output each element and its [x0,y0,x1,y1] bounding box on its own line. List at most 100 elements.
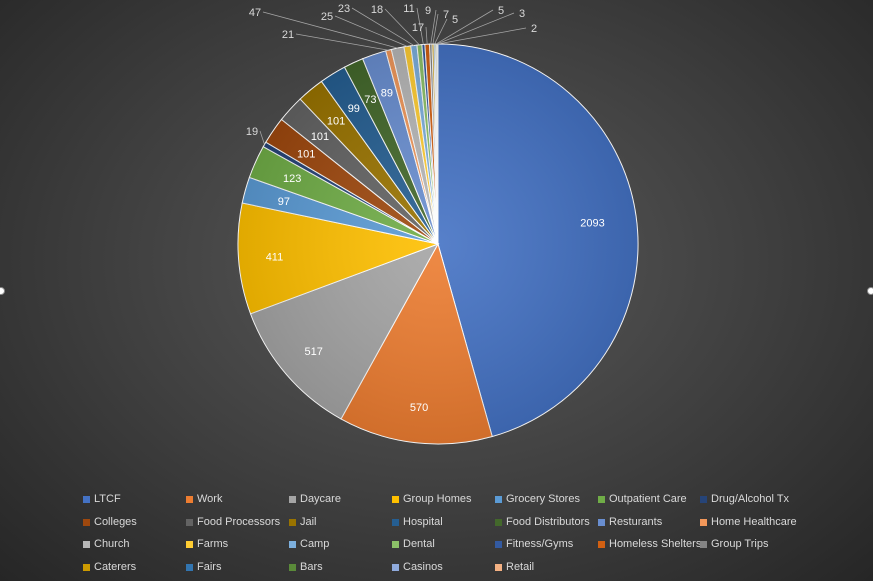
legend-swatch [289,518,296,526]
legend-label: Caterers [94,561,137,573]
legend-item-caterers[interactable]: Caterers [83,560,136,574]
legend-label: Hospital [403,516,443,528]
legend-label: Church [94,538,130,550]
legend-label: Homeless Shelters [609,538,702,550]
legend-swatch [598,540,605,548]
leader-line-homeless-shelters [425,26,428,45]
legend-swatch [83,563,90,571]
data-label-food-distributors: 73 [364,94,376,106]
data-label-fairs: 5 [452,14,458,26]
legend-swatch [495,518,502,526]
legend-item-colleges[interactable]: Colleges [83,515,137,529]
legend-item-church[interactable]: Church [83,537,129,551]
data-label-caterers: 7 [443,9,449,21]
legend-swatch [700,540,707,548]
resize-handle-right[interactable] [867,287,873,295]
legend-swatch [495,563,502,571]
leader-line-church [262,11,398,49]
legend-swatch [83,495,90,503]
leader-line-fairs [434,18,448,45]
legend-swatch [83,540,90,548]
legend-item-food-distributors[interactable]: Food Distributors [495,515,590,529]
legend-label: Outpatient Care [609,493,687,505]
legend-label: Resturants [609,516,663,528]
data-label-daycare: 517 [305,346,323,358]
legend-label: Drug/Alcohol Tx [711,493,790,505]
pie-slice-retail[interactable] [436,43,439,245]
legend-item-work[interactable]: Work [186,492,222,506]
legend-swatch [83,518,90,526]
data-label-retail: 2 [531,23,537,35]
legend-label: Camp [300,538,330,550]
legend-item-dental[interactable]: Dental [392,537,435,551]
legend-label: Home Healthcare [711,516,797,528]
legend-item-outpatient-care[interactable]: Outpatient Care [598,492,687,506]
data-label-grocery-stores: 97 [278,196,290,208]
leader-line-casinos [436,12,515,45]
data-label-jail: 101 [327,116,345,128]
legend-item-resturants[interactable]: Resturants [598,515,662,529]
legend-swatch [289,563,296,571]
legend-item-home-healthcare[interactable]: Home Healthcare [700,515,797,529]
data-label-colleges: 101 [297,148,315,160]
legend-item-bars[interactable]: Bars [289,560,323,574]
legend-label: Food Processors [197,516,281,528]
legend-label: Bars [300,561,323,573]
leader-line-home-healthcare [295,33,389,51]
data-label-farms: 25 [321,11,333,23]
data-label-group-homes: 411 [266,251,284,263]
legend-item-ltcf[interactable]: LTCF [83,492,121,506]
leader-line-caterers [432,13,439,45]
legend-swatch [495,495,502,503]
legend-label: LTCF [94,493,121,505]
legend-swatch [289,540,296,548]
legend-item-fairs[interactable]: Fairs [186,560,221,574]
legend-item-daycare[interactable]: Daycare [289,492,341,506]
legend-label: Fitness/Gyms [506,538,574,550]
legend-label: Daycare [300,493,341,505]
data-label-hospital: 99 [348,103,360,115]
data-label-bars: 5 [498,5,504,17]
data-label-resturants: 89 [381,87,393,99]
legend-item-farms[interactable]: Farms [186,537,228,551]
legend-item-camp[interactable]: Camp [289,537,329,551]
legend-label: Food Distributors [506,516,590,528]
legend-label: Group Trips [711,538,769,550]
legend-swatch [186,495,193,503]
legend-swatch [392,540,399,548]
leader-line-dental [384,8,420,46]
legend-item-retail[interactable]: Retail [495,560,534,574]
legend-label: Work [197,493,223,505]
legend-swatch [700,495,707,503]
legend-item-drug-alcohol-tx[interactable]: Drug/Alcohol Tx [700,492,789,506]
data-label-fitness-gyms: 11 [403,3,414,15]
legend-swatch [392,518,399,526]
leader-line-bars [435,9,494,45]
data-label-dental: 18 [371,4,383,16]
legend-label: Casinos [403,561,443,573]
leader-line-farms [334,15,408,47]
leader-line-fitness-gyms [416,7,424,45]
legend-item-homeless-shelters[interactable]: Homeless Shelters [598,537,701,551]
leader-line-group-trips [430,9,437,45]
legend-item-grocery-stores[interactable]: Grocery Stores [495,492,580,506]
legend-swatch [186,540,193,548]
data-label-ltcf: 2093 [580,218,604,230]
legend-item-group-homes[interactable]: Group Homes [392,492,471,506]
legend-item-group-trips[interactable]: Group Trips [700,537,768,551]
legend-item-jail[interactable]: Jail [289,515,317,529]
leader-line-drug-alcohol-tx [259,130,265,145]
legend-label: Farms [197,538,229,550]
data-label-food-processors: 101 [311,131,329,143]
legend-item-fitness-gyms[interactable]: Fitness/Gyms [495,537,573,551]
legend-item-food-processors[interactable]: Food Processors [186,515,280,529]
legend-label: Retail [506,561,535,573]
data-label-home-healthcare: 21 [282,29,294,41]
legend-item-casinos[interactable]: Casinos [392,560,443,574]
resize-handle-left[interactable] [0,287,5,295]
legend-swatch [186,563,193,571]
legend-item-hospital[interactable]: Hospital [392,515,443,529]
legend-label: Fairs [197,561,222,573]
